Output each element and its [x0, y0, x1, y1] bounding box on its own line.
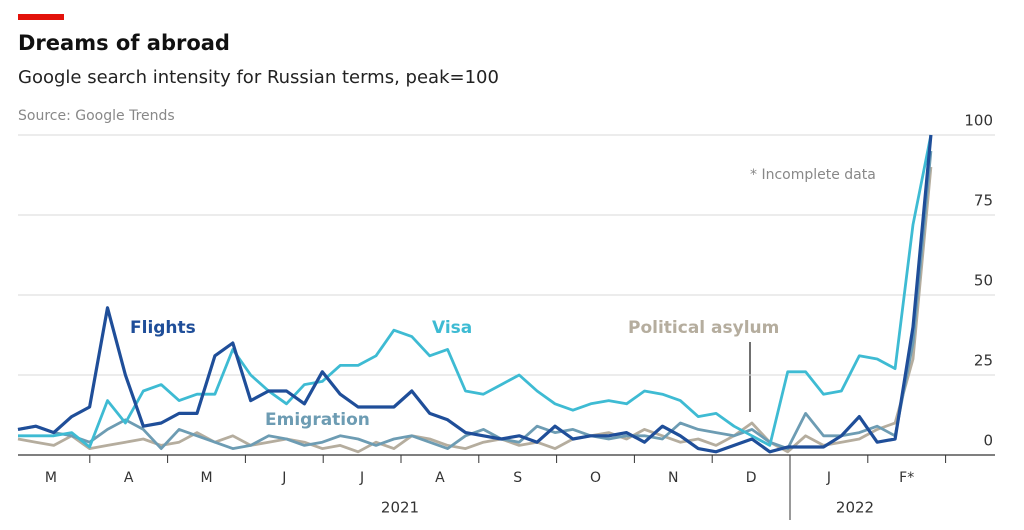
x-tick-label: S — [513, 470, 522, 486]
x-tick-label: J — [281, 470, 286, 486]
series-label: Political asylum — [628, 318, 779, 338]
x-tick-label: J — [359, 470, 364, 486]
x-tick-label: D — [746, 470, 757, 486]
chart-title: Dreams of abroad — [18, 31, 230, 55]
series-label: Emigration — [265, 410, 370, 430]
y-tick-label: 50 — [974, 272, 993, 290]
y-tick-label: 100 — [964, 112, 993, 130]
y-tick-label: 75 — [974, 192, 993, 210]
y-tick-label: 0 — [983, 432, 993, 450]
x-tick-label: M — [45, 470, 57, 486]
series-line — [17, 134, 933, 454]
year-label: 2021 — [381, 499, 419, 517]
chart-subtitle: Google search intensity for Russian term… — [18, 67, 499, 88]
series-label: Visa — [432, 318, 472, 338]
x-tick-label: F* — [899, 470, 914, 486]
annotation: * Incomplete data — [750, 167, 876, 183]
x-tick-label: N — [668, 470, 678, 486]
x-tick-label: A — [435, 470, 445, 486]
series-label: Flights — [130, 318, 196, 338]
x-tick-label: A — [124, 470, 134, 486]
series-line — [17, 150, 933, 451]
series-line — [17, 166, 933, 454]
series-line — [18, 134, 933, 449]
x-tick-label: M — [200, 470, 212, 486]
x-tick-label: J — [826, 470, 831, 486]
x-tick-label: O — [590, 470, 601, 486]
year-label: 2022 — [836, 499, 874, 517]
y-tick-label: 25 — [974, 352, 993, 370]
accent-bar — [18, 14, 64, 20]
source: Source: Google Trends — [18, 108, 175, 124]
